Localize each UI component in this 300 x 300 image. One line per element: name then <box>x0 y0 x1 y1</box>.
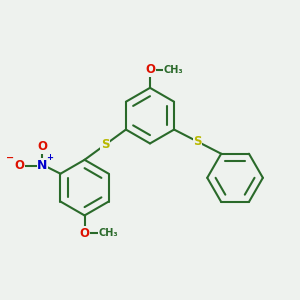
Text: +: + <box>46 152 53 161</box>
Text: S: S <box>194 135 202 148</box>
Text: CH₃: CH₃ <box>163 65 183 75</box>
Text: O: O <box>38 140 47 153</box>
Text: O: O <box>145 63 155 76</box>
Text: O: O <box>80 227 90 240</box>
Text: S: S <box>101 138 110 151</box>
Text: CH₃: CH₃ <box>98 228 118 239</box>
Text: N: N <box>37 159 48 172</box>
Text: O: O <box>14 159 24 172</box>
Text: −: − <box>6 153 14 163</box>
